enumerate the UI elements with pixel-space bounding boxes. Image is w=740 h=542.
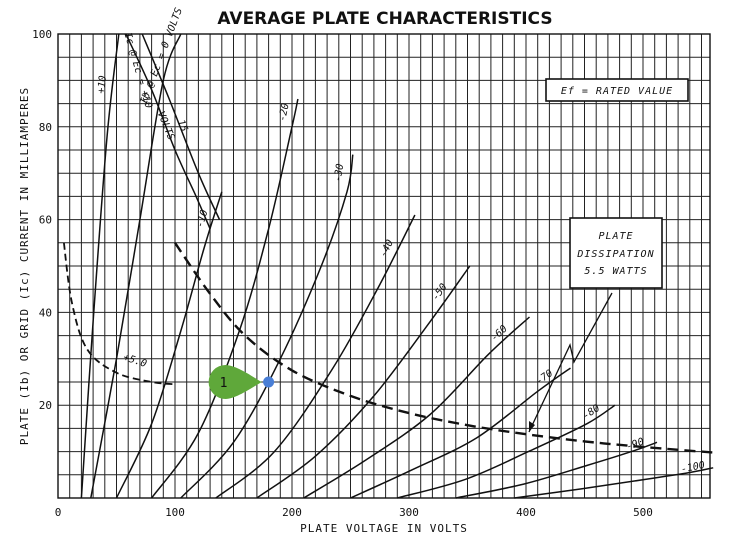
y-tick-labels: 100 80 60 40 20 bbox=[32, 28, 52, 412]
curve-60 bbox=[303, 316, 531, 499]
x-tick-label: 400 bbox=[516, 506, 536, 519]
x-tick-label: 100 bbox=[165, 506, 185, 519]
curve-30 bbox=[180, 154, 354, 499]
dissipation-line-3: 5.5 WATTS bbox=[584, 266, 647, 277]
curve-10 bbox=[115, 191, 223, 499]
curve-70 bbox=[350, 367, 571, 499]
curve-90 bbox=[455, 441, 658, 499]
marker-pin-shape[interactable] bbox=[208, 365, 262, 399]
grid-curve-5-0 bbox=[63, 242, 176, 386]
curve-label-100: -100 bbox=[680, 460, 706, 475]
curve-label-10: -10 bbox=[195, 209, 211, 230]
curve-ib-ec-0-volts bbox=[90, 33, 182, 499]
marker-label: 1 bbox=[220, 376, 228, 391]
curve-50 bbox=[256, 265, 471, 499]
y-tick-label: 20 bbox=[39, 399, 52, 412]
y-tick-label: 100 bbox=[32, 28, 52, 41]
dissipation-pointer-arrowhead bbox=[529, 421, 535, 432]
x-tick-label: 500 bbox=[633, 506, 653, 519]
curve-label-10: +10 bbox=[96, 75, 109, 94]
point-marker[interactable]: 1 bbox=[208, 365, 275, 399]
grid-curve-ic-ec-15 bbox=[141, 33, 221, 220]
grid-curve-ic-ec-10 bbox=[125, 33, 211, 230]
curve-40 bbox=[215, 214, 416, 499]
ef-rated-value-label: Ef = RATED VALUE bbox=[561, 86, 673, 97]
y-tick-label: 40 bbox=[39, 306, 52, 319]
y-tick-label: 80 bbox=[39, 121, 52, 134]
curve-10 bbox=[80, 33, 120, 499]
chart-title: AVERAGE PLATE CHARACTERISTICS bbox=[217, 9, 552, 29]
x-tick-label: 0 bbox=[55, 506, 62, 519]
grid-current-curves bbox=[63, 33, 221, 386]
y-tick-label: 60 bbox=[39, 214, 52, 227]
grid-current-label-2: 15 bbox=[175, 118, 190, 133]
plate-dissipation-box: PLATE DISSIPATION 5.5 WATTS bbox=[528, 217, 663, 433]
x-tick-label: 200 bbox=[282, 506, 302, 519]
plot-frame bbox=[57, 33, 711, 499]
curve-label-20: -20 bbox=[277, 102, 291, 122]
curve-20 bbox=[150, 98, 299, 499]
x-tick-labels: 0 100 200 300 400 500 bbox=[55, 506, 653, 519]
plate-dissipation-curve bbox=[174, 242, 714, 454]
curve-80 bbox=[397, 404, 616, 499]
grid bbox=[58, 34, 710, 498]
ef-rated-value-box: Ef = RATED VALUE bbox=[545, 78, 689, 102]
dissipation-line-1: PLATE bbox=[598, 231, 633, 242]
x-axis-label: PLATE VOLTAGE IN VOLTS bbox=[300, 522, 468, 535]
dissipation-pointer-arrow bbox=[528, 292, 613, 433]
marker-dot[interactable] bbox=[263, 376, 275, 388]
plate-current-curves bbox=[80, 33, 714, 499]
curve-100 bbox=[514, 467, 714, 499]
x-tick-label: 300 bbox=[399, 506, 419, 519]
y-axis-label: PLATE (Ib) OR GRID (Ic) CURRENT IN MILLI… bbox=[18, 87, 31, 445]
dissipation-line-2: DISSIPATION bbox=[576, 249, 654, 260]
curve-label-30: -30 bbox=[333, 163, 347, 183]
